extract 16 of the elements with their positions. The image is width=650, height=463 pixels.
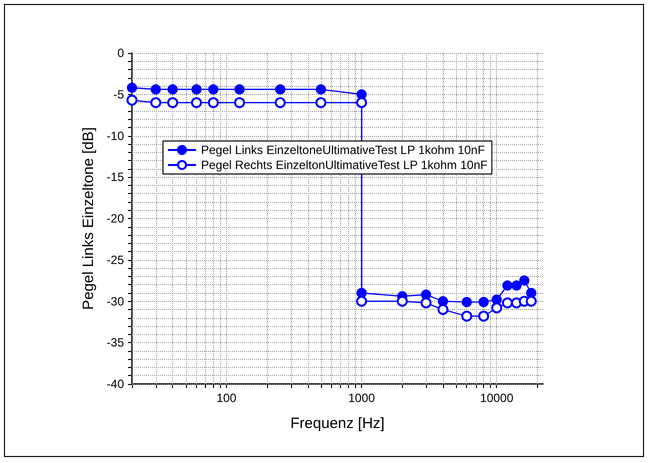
y-tick-label: 0 [117, 46, 124, 60]
y-tick-label: -30 [106, 294, 124, 308]
y-tick-label: -15 [106, 170, 124, 184]
legend-label: Pegel Links EinzeltoneUltimativeTest LP 1kohm 10nF [201, 143, 485, 157]
y-tick-label: -25 [106, 252, 124, 267]
y-axis-title: Pegel Links Einzeltone [dB] [80, 127, 97, 310]
x-tick-label: 1000 [348, 391, 376, 405]
x-tick-label: 10000 [480, 391, 514, 405]
x-tick-label: 100 [216, 391, 237, 405]
legend-label: Pegel Rechts EinzeltonUltimativeTest LP 1kohm 10nF [201, 158, 488, 172]
y-tick-label: -35 [106, 336, 124, 350]
x-axis-title: Frequenz [Hz] [290, 415, 385, 432]
y-tick-label: -10 [106, 128, 124, 143]
y-tick-label: -40 [106, 377, 124, 391]
y-tick-label: -20 [106, 212, 124, 226]
y-tick-label: -5 [113, 87, 124, 102]
